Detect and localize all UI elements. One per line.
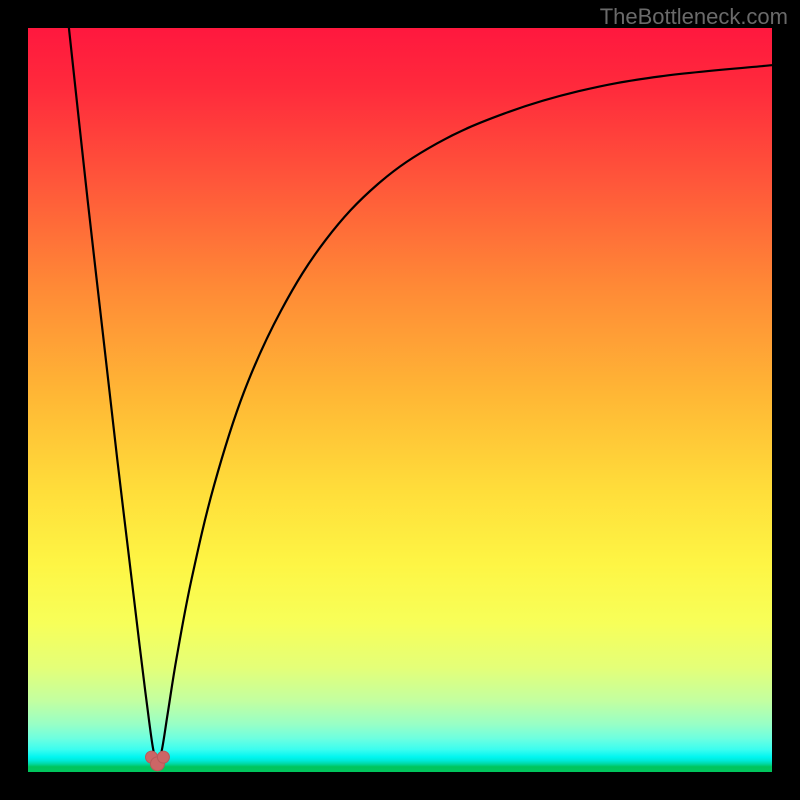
plot-area xyxy=(28,28,772,772)
watermark-text: TheBottleneck.com xyxy=(600,4,788,30)
plot-svg xyxy=(28,28,772,772)
chart-container: TheBottleneck.com xyxy=(0,0,800,800)
gradient-background xyxy=(28,28,772,772)
